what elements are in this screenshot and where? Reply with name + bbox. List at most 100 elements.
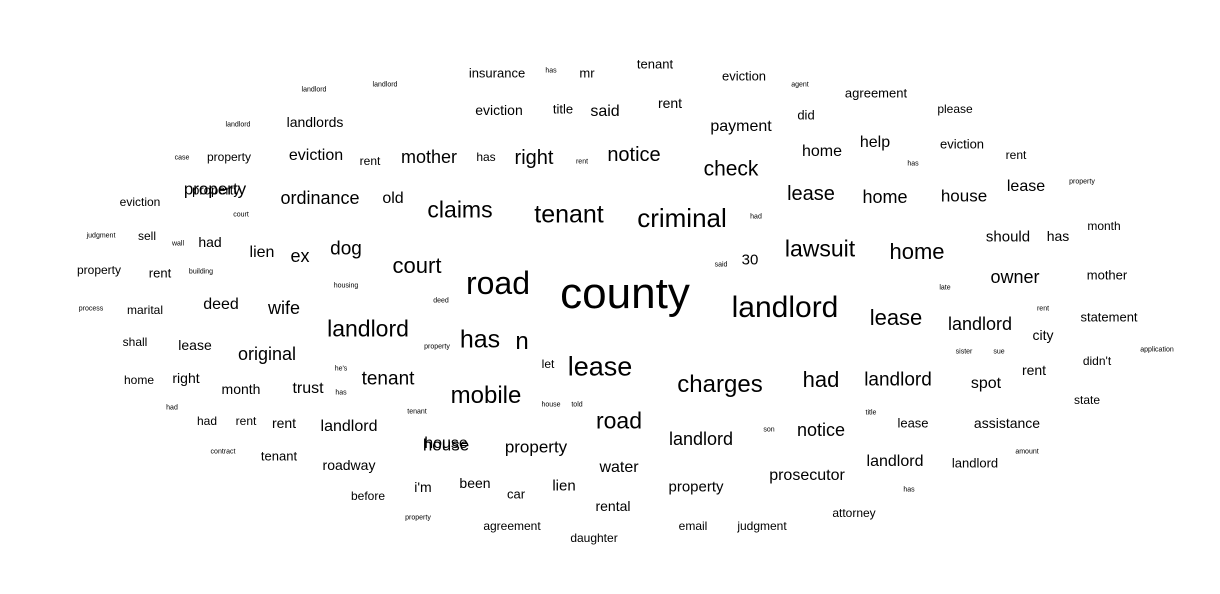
word-77: rent xyxy=(148,265,172,281)
word-107: rental xyxy=(595,498,631,514)
word-136: application xyxy=(1140,346,1174,354)
word-149: property xyxy=(405,514,431,522)
word-117: landlord xyxy=(225,121,251,129)
word-138: has xyxy=(335,389,347,397)
word-32: notice xyxy=(796,420,846,440)
word-1: road xyxy=(465,265,531,301)
word-120: has xyxy=(907,160,919,168)
word-142: had xyxy=(166,404,178,412)
word-59: mr xyxy=(579,65,595,81)
word-66: please xyxy=(937,102,973,116)
word-14: charges xyxy=(677,371,763,398)
word-139: let xyxy=(541,357,555,371)
word-16: road xyxy=(595,407,643,434)
word-121: property xyxy=(1069,178,1095,186)
word-81: mother xyxy=(1086,267,1128,283)
word-49: lease xyxy=(1006,178,1046,195)
word-130: process xyxy=(78,305,104,313)
word-111: judgment xyxy=(737,519,787,533)
word-145: son xyxy=(763,426,775,434)
word-34: owner xyxy=(990,267,1040,287)
word-18: check xyxy=(703,157,759,181)
word-12: lease xyxy=(567,351,633,382)
word-146: contract xyxy=(210,448,236,456)
word-102: been xyxy=(459,475,491,491)
word-44: payment xyxy=(710,118,772,135)
word-54: landlord xyxy=(866,453,924,470)
word-106: car xyxy=(506,486,526,502)
word-134: sister xyxy=(955,348,973,356)
word-76: sell xyxy=(137,229,157,243)
word-11: n xyxy=(515,328,529,355)
word-89: right xyxy=(172,370,200,386)
word-64: title xyxy=(552,101,574,117)
word-73: property xyxy=(192,182,240,198)
word-55: should xyxy=(985,228,1031,246)
word-98: tenant xyxy=(260,448,298,464)
word-39: lien xyxy=(249,244,275,261)
word-28: home xyxy=(862,187,908,207)
word-113: landlord xyxy=(301,86,327,94)
word-10: has xyxy=(459,325,501,354)
word-29: original xyxy=(237,344,297,364)
word-104: property xyxy=(668,478,724,496)
word-86: lease xyxy=(178,337,212,353)
word-118: case xyxy=(174,154,190,162)
word-50: trust xyxy=(292,380,324,397)
word-112: daughter xyxy=(570,531,618,545)
word-13: mobile xyxy=(450,382,522,409)
word-72: lease xyxy=(897,415,929,431)
word-37: property xyxy=(183,179,247,199)
word-126: building xyxy=(188,268,214,276)
word-128: housing xyxy=(333,282,359,290)
word-6: lawsuit xyxy=(784,235,856,262)
word-141: told xyxy=(571,401,583,409)
word-15: had xyxy=(802,367,840,392)
word-105: before xyxy=(350,489,386,503)
word-116: agent xyxy=(791,81,809,89)
word-91: rent xyxy=(1021,362,1047,378)
word-36: house xyxy=(422,435,470,455)
word-137: he's xyxy=(334,365,348,373)
word-43: said xyxy=(590,103,620,120)
word-9: landlord xyxy=(327,315,409,342)
word-24: mother xyxy=(400,147,458,167)
word-60: tenant xyxy=(636,56,674,72)
word-88: home xyxy=(123,373,155,387)
word-69: rent xyxy=(359,154,381,168)
word-127: said xyxy=(714,261,728,269)
word-40: old xyxy=(382,190,404,207)
word-147: amount xyxy=(1015,448,1039,456)
word-42: eviction xyxy=(475,102,523,118)
word-123: had xyxy=(750,213,762,221)
word-109: agreement xyxy=(483,519,541,533)
word-7: home xyxy=(889,239,945,264)
word-62: agreement xyxy=(844,85,908,101)
word-129: late xyxy=(939,284,951,292)
word-68: property xyxy=(206,150,252,164)
word-83: statement xyxy=(1080,309,1138,325)
word-20: right xyxy=(514,147,554,169)
word-22: landlord xyxy=(864,369,932,391)
word-143: tenant xyxy=(407,408,427,416)
word-58: insurance xyxy=(468,65,526,81)
word-78: property xyxy=(76,263,122,277)
word-87: didn't xyxy=(1082,354,1112,368)
word-35: property xyxy=(504,437,568,457)
word-82: marital xyxy=(126,303,164,317)
word-93: had xyxy=(196,414,218,428)
word-67: eviction xyxy=(939,136,985,152)
word-75: had xyxy=(198,234,222,250)
word-85: shall xyxy=(122,335,148,349)
word-99: roadway xyxy=(322,457,376,473)
word-3: criminal xyxy=(637,203,727,233)
word-110: email xyxy=(678,519,708,533)
word-57: landlords xyxy=(286,114,344,130)
word-74: eviction xyxy=(119,195,161,209)
word-131: deed xyxy=(433,297,449,305)
word-48: spot xyxy=(970,375,1002,392)
word-21: lease xyxy=(787,183,835,205)
word-84: city xyxy=(1032,327,1054,343)
word-2: landlord xyxy=(731,291,839,324)
